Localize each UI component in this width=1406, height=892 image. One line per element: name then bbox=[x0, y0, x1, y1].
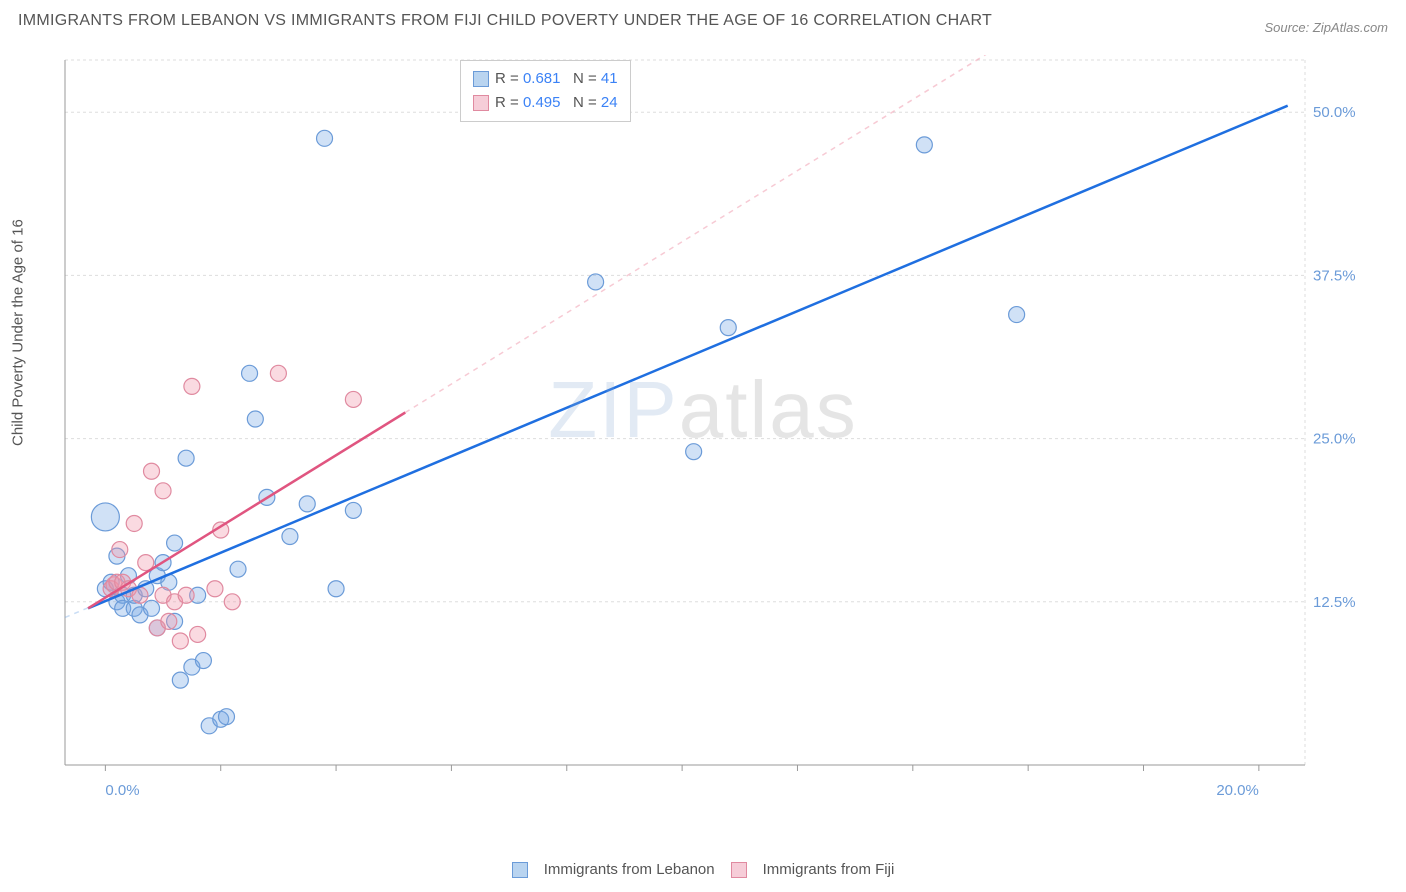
legend-correlation-row: R = 0.495 N = 24 bbox=[473, 91, 618, 115]
data-point bbox=[224, 594, 240, 610]
n-label: N = bbox=[560, 94, 600, 111]
y-tick-label: 50.0% bbox=[1313, 104, 1356, 121]
data-point bbox=[190, 626, 206, 642]
n-label: N = bbox=[560, 70, 600, 87]
y-tick-label: 37.5% bbox=[1313, 267, 1356, 284]
data-point bbox=[317, 130, 333, 146]
x-tick-max: 20.0% bbox=[1216, 782, 1259, 799]
trend-line bbox=[88, 106, 1288, 609]
data-point bbox=[91, 503, 119, 531]
chart-title: IMMIGRANTS FROM LEBANON VS IMMIGRANTS FR… bbox=[18, 12, 992, 30]
data-point bbox=[1009, 307, 1025, 323]
data-point bbox=[126, 515, 142, 531]
legend-swatch bbox=[731, 862, 747, 878]
data-point bbox=[207, 581, 223, 597]
y-tick-label: 12.5% bbox=[1313, 594, 1356, 611]
data-point bbox=[155, 483, 171, 499]
legend-series: Immigrants from Lebanon Immigrants from F… bbox=[0, 860, 1406, 878]
legend-correlation: R = 0.681 N = 41R = 0.495 N = 24 bbox=[460, 60, 631, 122]
data-point bbox=[161, 613, 177, 629]
data-point bbox=[270, 365, 286, 381]
data-point bbox=[345, 502, 361, 518]
legend-series-label: Immigrants from Fiji bbox=[763, 861, 895, 878]
data-point bbox=[172, 672, 188, 688]
data-point bbox=[195, 653, 211, 669]
data-point bbox=[230, 561, 246, 577]
data-point bbox=[588, 274, 604, 290]
data-point bbox=[720, 320, 736, 336]
data-point bbox=[172, 633, 188, 649]
legend-swatch bbox=[473, 71, 489, 87]
r-label: R = bbox=[495, 94, 523, 111]
data-point bbox=[184, 378, 200, 394]
data-point bbox=[686, 444, 702, 460]
data-point bbox=[328, 581, 344, 597]
data-point bbox=[242, 365, 258, 381]
data-point bbox=[247, 411, 263, 427]
x-tick-min: 0.0% bbox=[105, 782, 139, 799]
r-label: R = bbox=[495, 70, 523, 87]
data-point bbox=[144, 600, 160, 616]
source-label: Source: ZipAtlas.com bbox=[1264, 20, 1388, 35]
legend-swatch bbox=[473, 95, 489, 111]
data-point bbox=[144, 463, 160, 479]
n-value: 41 bbox=[601, 70, 618, 87]
data-point bbox=[167, 535, 183, 551]
data-point bbox=[178, 587, 194, 603]
r-value: 0.495 bbox=[523, 94, 561, 111]
y-tick-label: 25.0% bbox=[1313, 431, 1356, 448]
chart-container: IMMIGRANTS FROM LEBANON VS IMMIGRANTS FR… bbox=[0, 0, 1406, 892]
y-axis-label: Child Poverty Under the Age of 16 bbox=[10, 219, 27, 446]
legend-swatch bbox=[512, 862, 528, 878]
data-point bbox=[299, 496, 315, 512]
data-point bbox=[282, 529, 298, 545]
scatter-plot: 0.0% 20.0% 12.5% 25.0% 37.5% 50.0% bbox=[60, 55, 1360, 815]
data-point bbox=[345, 391, 361, 407]
legend-series-label: Immigrants from Lebanon bbox=[544, 861, 715, 878]
data-point bbox=[178, 450, 194, 466]
data-point bbox=[218, 709, 234, 725]
legend-correlation-row: R = 0.681 N = 41 bbox=[473, 67, 618, 91]
data-point bbox=[916, 137, 932, 153]
n-value: 24 bbox=[601, 94, 618, 111]
data-point bbox=[112, 542, 128, 558]
r-value: 0.681 bbox=[523, 70, 561, 87]
